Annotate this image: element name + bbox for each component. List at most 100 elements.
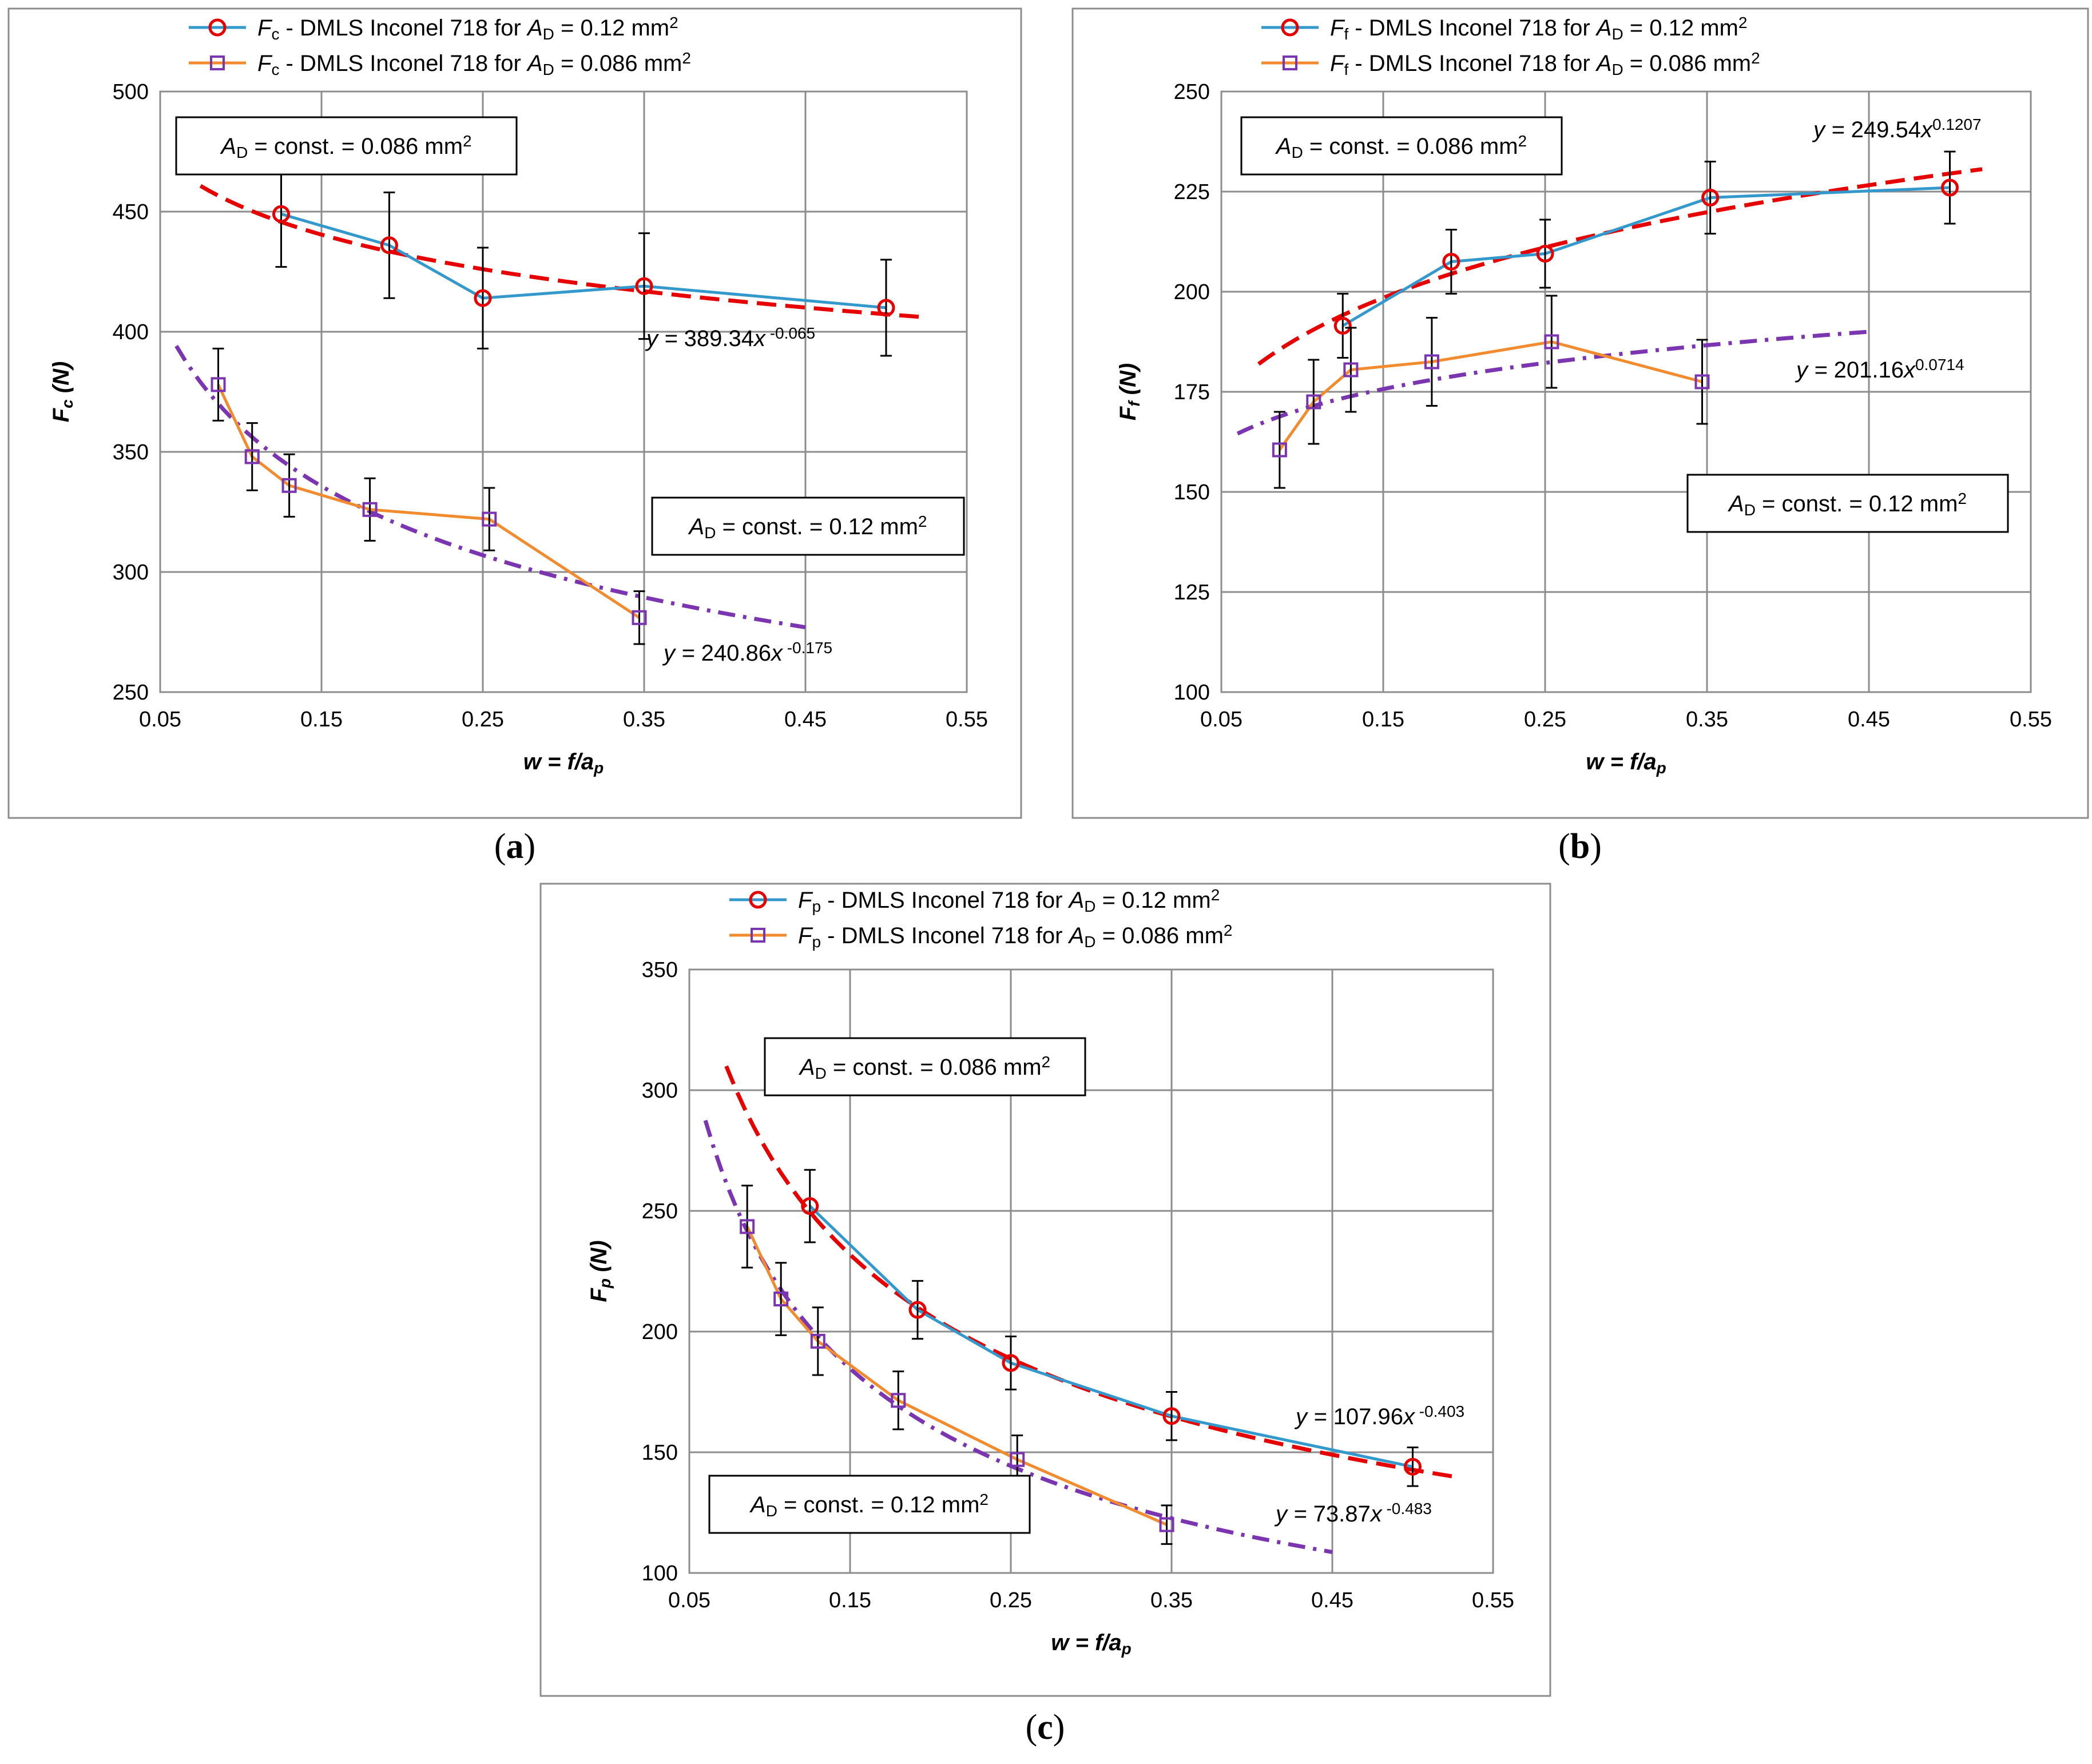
x-tick-label: 0.25 (462, 708, 504, 732)
error-bar (741, 1185, 753, 1269)
x-axis-title: w = f/ap (1051, 1630, 1132, 1658)
error-bar (1161, 1504, 1173, 1545)
x-tick-label: 0.05 (139, 708, 181, 732)
data-point-square (362, 502, 378, 517)
error-bar (1005, 1335, 1017, 1390)
data-point-circle (1701, 189, 1720, 206)
data-point-square (1159, 1517, 1174, 1532)
annotation-box (1240, 116, 1563, 176)
annotation-box (764, 1037, 1086, 1096)
chart-panel: 0.05 0.15 0.25 0.35 0.45 0.55 100 150 200 250 300 3… (539, 883, 1551, 1697)
error-bar (1273, 411, 1285, 489)
legend-entry: Fp - DMLS Inconel 718 for AD = 0.12 mm2 (798, 886, 1220, 915)
error-bar (1407, 1447, 1419, 1487)
y-tick-label: 350 (642, 958, 678, 982)
data-point-square (740, 1219, 755, 1234)
annotation-text: AD = const. = 0.12 mm2 (1728, 490, 1967, 519)
x-tick-label: 0.55 (946, 708, 988, 732)
error-bar (477, 247, 489, 349)
error-bar (1704, 161, 1716, 235)
x-axis-title: w = f/ap (1586, 749, 1666, 777)
series-line-0086 (1278, 340, 1703, 451)
legend-entry: Ff - DMLS Inconel 718 for AD = 0.12 mm2 (1330, 14, 1747, 43)
trendline-equation: y = 201.16x0.0714 (1795, 356, 1964, 383)
y-tick-label: 500 (113, 80, 149, 104)
data-point-circle (635, 277, 653, 295)
panel-label: (c) (1026, 1708, 1065, 1747)
y-axis-title: Fc (N) (49, 361, 76, 423)
y-tick-label: 200 (642, 1320, 678, 1344)
y-axis-title: Fp (N) (586, 1240, 614, 1302)
chart-panel: 0.05 0.15 0.25 0.35 0.45 0.55 250 300 350 400 450 5… (7, 7, 1022, 819)
annotation-box (175, 116, 518, 176)
error-bar (912, 1280, 924, 1340)
error-bar (1445, 229, 1457, 295)
legend-entry: Ff - DMLS Inconel 718 for AD = 0.086 mm2 (1330, 49, 1760, 78)
data-point-circle (474, 289, 492, 307)
trendline-0086 (703, 1119, 1333, 1555)
chart-frame (539, 883, 1551, 1697)
y-tick-label: 350 (113, 440, 149, 464)
annotation-text: AD = const. = 0.086 mm2 (220, 132, 471, 161)
x-tick-label: 0.05 (668, 1588, 710, 1612)
panel-label: (b) (1558, 827, 1602, 866)
trendline-equation: y = 249.54x0.1207 (1812, 116, 1982, 142)
error-bar (1944, 150, 1956, 225)
data-point-square (1010, 1452, 1025, 1467)
y-tick-label: 200 (1174, 280, 1210, 304)
error-bar (383, 191, 395, 299)
x-tick-label: 0.25 (990, 1588, 1032, 1612)
data-point-circle (1536, 245, 1554, 263)
error-bar (812, 1306, 824, 1376)
data-point-square (244, 449, 260, 464)
error-bar (1426, 317, 1438, 407)
error-bar (483, 487, 495, 551)
legend-entry: Fc - DMLS Inconel 718 for AD = 0.12 mm2 (257, 14, 678, 43)
y-tick-label: 450 (113, 200, 149, 224)
annotation-text: AD = const. = 0.086 mm2 (799, 1053, 1050, 1082)
plot-area (688, 968, 1494, 1574)
data-point-square (1272, 442, 1287, 458)
series-line-0086 (217, 384, 640, 619)
x-tick-label: 0.35 (623, 708, 665, 732)
error-bar (775, 1262, 787, 1336)
error-bar (364, 477, 376, 542)
data-point-circle (1333, 317, 1352, 335)
data-point-square (810, 1333, 825, 1349)
data-point-square (773, 1292, 789, 1307)
data-point-circle (877, 299, 895, 317)
annotation-box (1686, 474, 2009, 533)
data-point-circle (1162, 1407, 1181, 1425)
x-tick-label: 0.35 (1150, 1588, 1193, 1612)
data-point-square (1343, 362, 1359, 378)
legend-marker-square (1283, 55, 1297, 70)
trendline-equation: y = 240.86x -0.175 (662, 639, 832, 666)
data-point-square (891, 1393, 906, 1408)
annotation-text: AD = const. = 0.086 mm2 (1275, 132, 1527, 161)
plot-area (159, 90, 968, 693)
series-line-0086 (745, 1226, 1168, 1526)
x-tick-label: 0.45 (1311, 1588, 1353, 1612)
y-tick-label: 400 (113, 320, 149, 344)
trendline-equation: y = 389.34x -0.065 (645, 324, 815, 351)
error-bar (633, 590, 645, 645)
y-tick-label: 225 (1174, 180, 1210, 204)
x-tick-label: 0.45 (784, 708, 827, 732)
error-bar (1696, 339, 1708, 425)
data-point-square (1424, 354, 1439, 370)
trendline-equation: y = 107.96x -0.403 (1294, 1403, 1464, 1429)
data-point-circle (908, 1301, 927, 1319)
chart-panel: 0.05 0.15 0.25 0.35 0.45 0.55 100 125 150 175 200 2… (1071, 7, 2089, 819)
error-bar (892, 1370, 904, 1431)
annotation-box (651, 496, 965, 556)
y-tick-label: 250 (1174, 80, 1210, 104)
data-point-square (482, 511, 497, 527)
annotation-text: AD = const. = 0.12 mm2 (749, 1491, 989, 1520)
legend-marker-square (210, 55, 225, 70)
data-point-circle (272, 205, 290, 223)
error-bar (246, 422, 258, 491)
x-tick-label: 0.05 (1200, 708, 1243, 732)
trendline-012 (199, 184, 927, 320)
data-point-square (1306, 394, 1321, 410)
error-bar (1539, 218, 1551, 289)
